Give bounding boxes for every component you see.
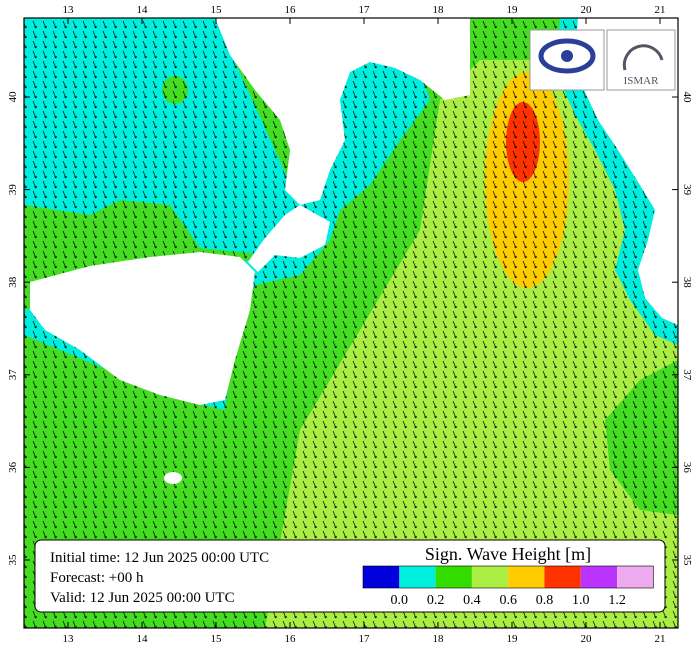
logo-arc [622, 44, 664, 71]
lat-label-right: 40 [681, 92, 693, 104]
legend-swatch [544, 566, 581, 588]
legend-label: 0.6 [499, 593, 517, 608]
logo-text: ISMAR [624, 75, 660, 87]
map-frame [23, 17, 679, 629]
lon-label-top: 14 [137, 4, 149, 16]
legend-label: 0.4 [463, 593, 481, 608]
lon-label-top: 19 [507, 4, 519, 16]
lon-label-bottom: 16 [285, 633, 297, 645]
color-legend: 0.0 0.2 0.4 0.6 0.8 1.0 1.2 [362, 565, 654, 608]
legend-swatch [617, 566, 654, 588]
lon-label-bottom: 19 [507, 633, 519, 645]
legend-title: Sign. Wave Height [m] [425, 544, 591, 564]
forecast: Forecast: +00 h [50, 570, 144, 586]
lon-label-top: 13 [63, 4, 75, 16]
lon-label-top: 21 [655, 4, 666, 16]
lat-label-left: 36 [7, 461, 19, 473]
lat-label-left: 35 [7, 554, 19, 566]
lat-label-right: 39 [681, 184, 693, 196]
lon-label-top: 20 [581, 4, 593, 16]
legend-label: 0.2 [427, 593, 445, 608]
lat-label-right: 37 [681, 369, 693, 381]
logo-eye [538, 38, 596, 74]
land-italy [215, 18, 470, 205]
lon-label-bottom: 21 [655, 633, 666, 645]
logo-pupil [561, 50, 573, 62]
legend-swatch [435, 566, 472, 588]
lat-label-left: 38 [7, 276, 19, 288]
lon-label-bottom: 17 [359, 633, 371, 645]
lat-label-right: 38 [681, 277, 693, 289]
lon-label-bottom: 15 [211, 633, 223, 645]
lat-label-left: 39 [7, 184, 19, 196]
valid-time: Valid: 12 Jun 2025 00:00 UTC [50, 590, 235, 606]
lat-label-left: 40 [7, 91, 19, 103]
land-calabria [248, 205, 330, 272]
legend-swatch [508, 566, 545, 588]
lon-label-bottom: 14 [137, 633, 149, 645]
legend-label: 0.0 [391, 593, 409, 608]
lon-label-bottom: 13 [63, 633, 75, 645]
initial-time: Initial time: 12 Jun 2025 00:00 UTC [50, 550, 269, 566]
map-area [24, 18, 678, 628]
legend-label: 1.0 [572, 593, 590, 608]
legend-swatch [471, 566, 509, 588]
lon-label-top: 18 [433, 4, 445, 16]
legend-swatch [399, 566, 436, 588]
legend-swatch [580, 566, 618, 588]
lon-label-bottom: 18 [433, 633, 445, 645]
legend-label: 1.2 [608, 593, 626, 608]
logo-right [606, 29, 676, 91]
land-sicily [30, 252, 255, 405]
lon-label-bottom: 20 [581, 633, 593, 645]
land-malta [164, 472, 182, 484]
info-box [34, 539, 666, 613]
axis-ticks: 13 13 14 14 15 15 16 16 17 17 18 18 19 19 20 20 21 21 35 35… [7, 4, 693, 645]
lon-label-top: 16 [285, 4, 297, 16]
lat-label-right: 35 [681, 555, 693, 567]
lon-label-top: 17 [359, 4, 371, 16]
lon-label-top: 15 [211, 4, 223, 16]
land-greece [575, 18, 678, 325]
lat-label-right: 36 [681, 462, 693, 474]
lat-label-left: 37 [7, 369, 19, 381]
legend-label: 0.8 [536, 593, 554, 608]
legend-border [362, 565, 654, 589]
legend-swatch [363, 566, 400, 588]
